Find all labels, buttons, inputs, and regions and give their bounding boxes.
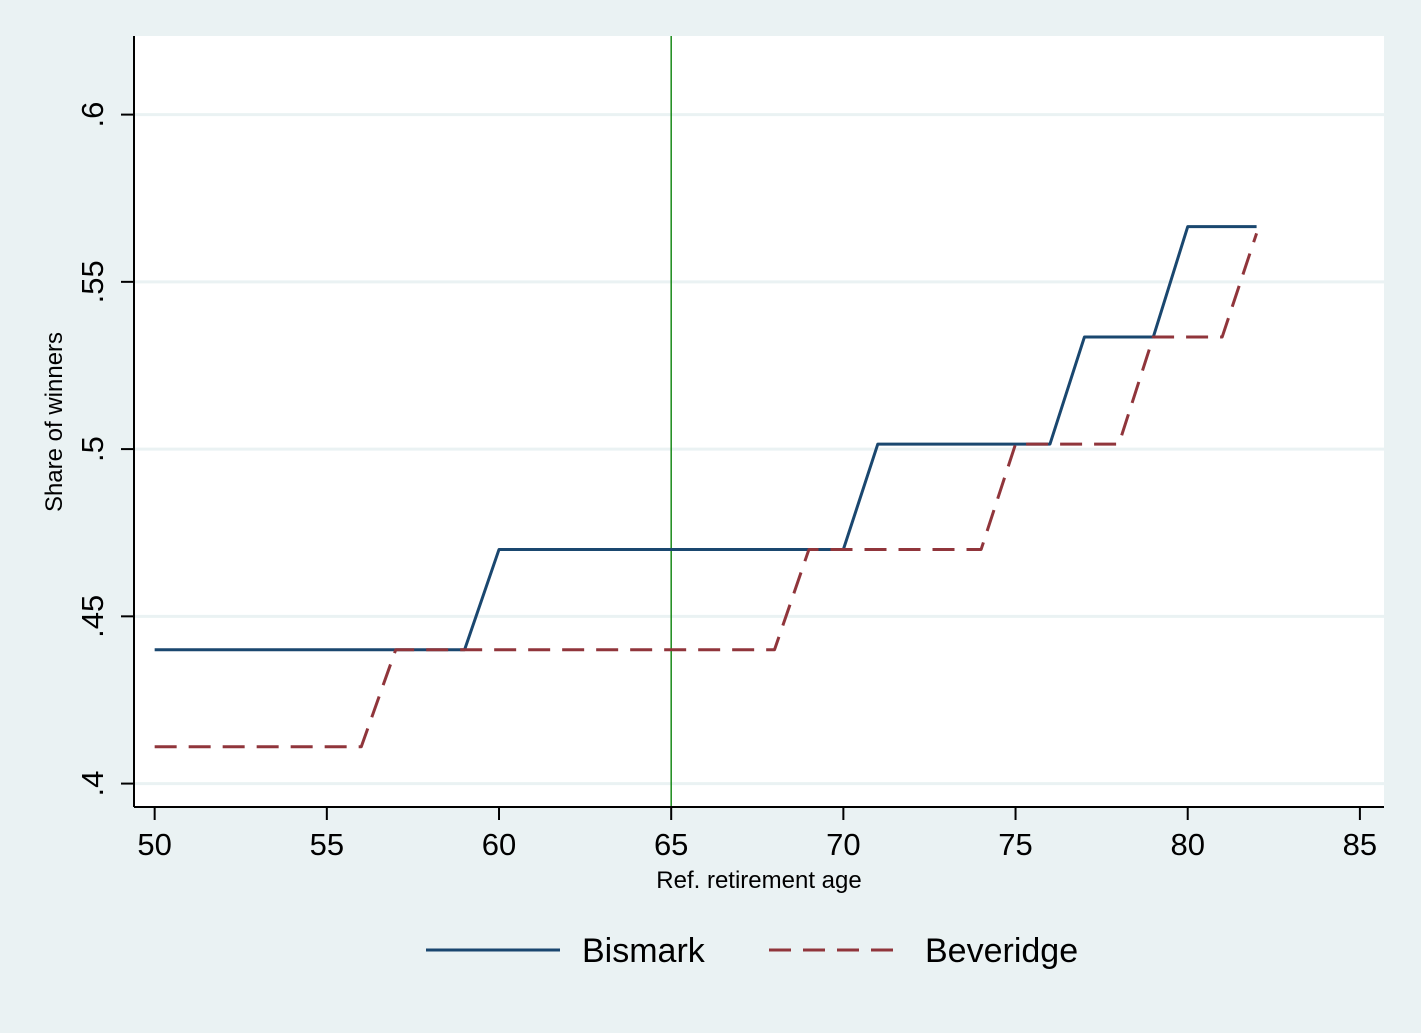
x-tick-label: 55: [310, 827, 344, 862]
x-tick-label: 50: [137, 827, 171, 862]
y-tick-label: .55: [75, 260, 110, 303]
y-tick-label: .4: [75, 771, 110, 797]
series-line-beveridge: [154, 232, 1259, 749]
x-tick-label: 70: [826, 827, 860, 862]
x-tick-label: 80: [1170, 827, 1204, 862]
legend-label-beveridge: Beveridge: [925, 932, 1078, 970]
y-axis-title: Share of winners: [41, 332, 68, 512]
x-tick-label: 75: [998, 827, 1032, 862]
legend-label-bismark: Bismark: [582, 932, 706, 970]
x-tick-label: 65: [654, 827, 688, 862]
x-tick-label: 60: [482, 827, 516, 862]
y-axis-ticks: .4 .45 .5 .55 .6: [75, 102, 134, 797]
legend: Bismark Beveridge: [426, 932, 1078, 970]
x-axis-ticks: 50 55 60 65 70 75 80 85: [137, 807, 1377, 862]
grid-lines: [134, 113, 1384, 786]
y-tick-label: .45: [75, 595, 110, 638]
y-tick-label: .5: [75, 436, 110, 462]
x-tick-label: 85: [1343, 827, 1377, 862]
series-line-bismark: [154, 225, 1257, 652]
x-axis-title: Ref. retirement age: [656, 867, 861, 894]
y-tick-label: .6: [75, 102, 110, 128]
plot-area: [134, 36, 1384, 807]
series-layer: [154, 225, 1259, 749]
